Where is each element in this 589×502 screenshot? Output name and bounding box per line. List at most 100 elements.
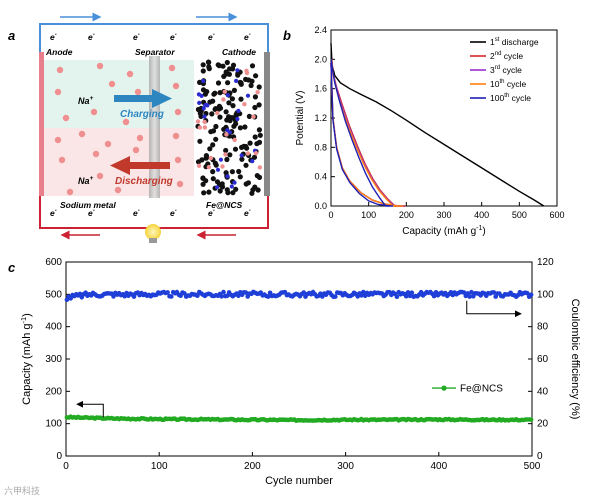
cathode-particle (210, 142, 216, 148)
cathode-particle (256, 127, 262, 133)
cathode-particle (200, 62, 206, 68)
cathode-particle (224, 59, 230, 66)
electron-label: e- (50, 208, 57, 218)
fe-site (215, 185, 220, 190)
na-ion-in-cathode (196, 163, 202, 168)
na-ion (132, 146, 140, 154)
cathode-particle (209, 111, 215, 117)
cathode-particle (206, 64, 212, 70)
y2-axis-label: Coulombic efficiency (%) (569, 299, 581, 420)
data-point (165, 290, 170, 295)
cathode-particle (224, 156, 230, 163)
na-ion-in-cathode (206, 164, 212, 170)
data-point (467, 294, 472, 299)
cathode-particle (219, 181, 225, 187)
na-ion (56, 66, 64, 74)
na-ion (168, 64, 176, 72)
fe-site (235, 116, 240, 122)
cathode-particle (200, 181, 206, 187)
light-bulb-icon (145, 224, 161, 243)
cathode-particle (253, 73, 259, 79)
right-axis-arrow (466, 300, 522, 318)
cathode-particle (239, 156, 245, 162)
cathode-particle (256, 102, 262, 108)
electron-label: e- (208, 208, 215, 218)
y-tick-label: 600 (45, 257, 62, 268)
cathode-particle (226, 71, 232, 77)
na-ion-in-cathode (221, 97, 226, 102)
na-ion (62, 114, 70, 122)
cathode-particle (230, 103, 236, 109)
na-ion-group (54, 62, 184, 196)
cathode-particle (246, 77, 252, 83)
x-tick-label: 0 (63, 461, 69, 472)
data-point (169, 294, 174, 299)
legend-entry: 3rd cycle (490, 65, 522, 75)
na-ion (96, 172, 104, 180)
cathode-particle (197, 110, 203, 116)
cathode-particle (236, 168, 242, 175)
cathode-particle (232, 146, 239, 152)
x-tick-label: 600 (549, 210, 564, 220)
cathode-particle (230, 66, 236, 72)
na-ion (96, 62, 104, 70)
cathode-particle (217, 188, 223, 194)
cathode-particle (246, 113, 252, 119)
cathode-particle (242, 124, 248, 130)
electron-label: e- (88, 208, 95, 218)
na-ion (174, 108, 182, 116)
cathode-particle (257, 132, 263, 138)
data-point (265, 294, 271, 299)
data-point (409, 290, 415, 296)
data-point (111, 294, 116, 299)
fe-site (225, 174, 230, 179)
fe-site (239, 153, 244, 158)
data-point (236, 293, 241, 299)
cathode-particle (220, 63, 226, 69)
cathode-particle (235, 72, 241, 78)
cathode-particle (214, 179, 221, 185)
fe-site (201, 106, 206, 111)
data-point (301, 290, 307, 295)
x-tick-label: 0 (328, 210, 333, 220)
cathode-particle (252, 134, 258, 140)
cathode-particle (229, 96, 235, 102)
discharging-arrow (110, 156, 170, 175)
cathode-particle (238, 81, 244, 87)
data-point (491, 290, 497, 295)
charging-band (44, 60, 194, 128)
na-ion-label-bottom: Na+ (78, 175, 94, 186)
na-ion-in-cathode (202, 125, 208, 130)
cathode-particle (237, 174, 243, 180)
legend-entry: 2nd cycle (490, 51, 523, 61)
electron-label: e- (133, 32, 140, 42)
cathode-particle (243, 181, 249, 187)
na-ion (58, 156, 66, 164)
electron-label: e- (244, 32, 251, 42)
na-ion-in-cathode (195, 119, 201, 124)
na-ion (54, 88, 62, 96)
data-point (403, 293, 409, 299)
y2-tick-label: 80 (537, 322, 549, 333)
x-tick-label: 300 (436, 210, 451, 220)
y-tick-label: 1.2 (314, 113, 327, 123)
series-line (330, 59, 394, 207)
cathode-particle (238, 96, 244, 102)
cathode-particle (252, 184, 258, 190)
fe-site (199, 93, 204, 98)
cathode-particle (256, 139, 263, 145)
panel-c-label: c (8, 260, 16, 275)
y2-tick-label: 0 (537, 451, 543, 462)
cycling-performance-chart: 0 100 200 300 400 500010020030040050060002040… (19, 257, 581, 487)
y-tick-label: 2.4 (314, 25, 327, 35)
cathode-particle (210, 176, 216, 182)
data-point (68, 296, 73, 301)
cathode-particle (248, 82, 254, 89)
electron-label: e- (170, 32, 177, 42)
na-ion-in-cathode (208, 155, 214, 161)
na-ion (90, 108, 98, 116)
y-tick-label: 0 (56, 451, 62, 462)
fe-site (225, 128, 230, 133)
cathode-particle (197, 138, 203, 144)
cathode-particle (207, 146, 213, 152)
